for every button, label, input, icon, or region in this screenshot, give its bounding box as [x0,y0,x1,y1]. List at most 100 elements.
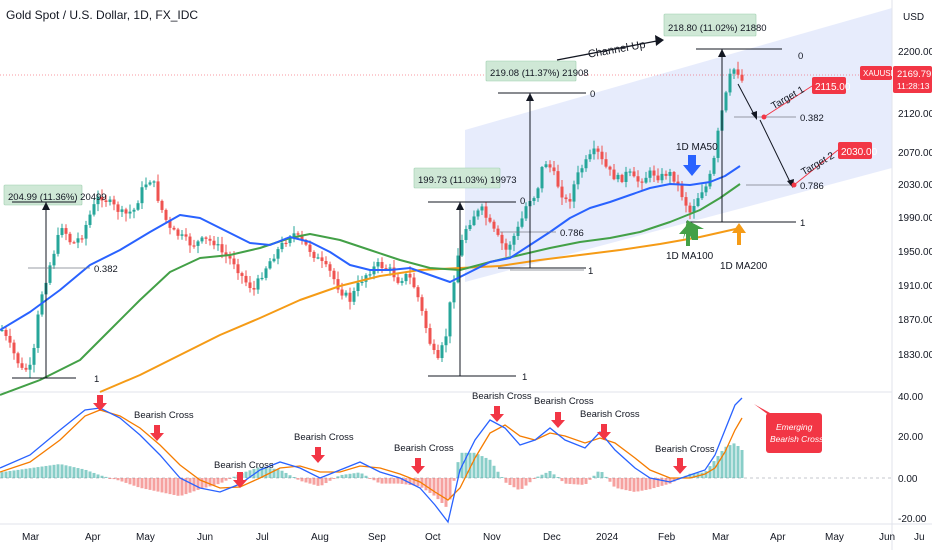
histogram-bar [552,474,556,478]
move-label-3 [485,60,577,82]
time-axis: Mar Apr May Jun Jul Aug Sep Oct Nov Dec … [22,532,925,543]
histogram-bar [356,472,360,478]
histogram-bar [52,464,56,478]
candle-body [332,270,336,280]
price-axis-currency: USD [903,12,924,23]
candle-body [24,367,28,370]
candle-body [20,363,24,368]
candle-body [576,172,580,185]
histogram-bar [176,478,180,496]
candle-body [288,237,292,244]
candle-body [508,244,512,250]
candle-body [496,228,500,235]
candle-body [504,243,508,250]
candle-body [292,233,296,238]
histogram-bar [24,468,28,478]
candle-body [176,229,180,236]
histogram-bar [308,478,312,484]
histogram-bar [568,478,572,484]
histogram-bar [212,478,216,486]
candle-body [68,233,72,243]
candle-body [560,186,564,198]
histogram-bar [712,461,716,478]
histogram-bar [364,475,368,478]
candle-body [236,264,240,274]
candle-body [256,278,260,290]
histogram-bar [392,478,396,484]
candle-body [692,206,696,213]
target-path-2 [759,119,793,187]
candle-body [88,214,92,225]
candle-body [436,350,440,359]
candle-body [480,206,484,211]
fib-label-1: 1 [94,374,99,385]
emerging-pointer [754,404,770,416]
histogram-bar [16,469,20,478]
histogram-bar [172,478,176,495]
candle-body [172,227,176,230]
candle-body [112,199,116,205]
histogram-bar [456,462,460,478]
candle-body [580,168,584,173]
histogram-bar [336,476,340,478]
candle-body [316,257,320,259]
candle-body [548,164,552,168]
histogram-bar [516,478,520,490]
candle-body [708,173,712,187]
histogram-bar [440,478,444,503]
histogram-bar [8,471,12,478]
bearish-cross-arrow [411,458,425,474]
bearish-cross-label: Bearish Cross [655,444,715,455]
bearish-cross-arrow [233,472,247,488]
histogram-bar [584,478,588,484]
ma200-line [99,227,741,393]
histogram-bar [544,472,548,478]
histogram-bar [464,452,468,478]
ma200-arrow [732,223,746,245]
candle-body [352,291,356,302]
fib-label-0b: 0 [520,196,525,207]
bearish-cross-arrow [551,412,565,428]
histogram-bar [504,478,508,483]
bearish-cross-label: Bearish Cross [214,460,274,471]
candle-body [84,224,88,239]
histogram-bar [104,476,108,478]
histogram-bar [224,478,228,481]
histogram-bar [620,478,624,490]
histogram-bar [100,475,104,478]
candle-body [200,237,204,242]
candle-body [216,244,220,246]
price-tick: 1910.00 [898,281,932,292]
histogram-bar [660,478,664,486]
histogram-bar [48,465,52,478]
candle-body [600,151,604,160]
time-tick: Ju [914,532,925,543]
histogram-bar [376,478,380,483]
osc-tick: 0.00 [898,474,918,485]
candle-body [628,171,632,173]
time-tick: May [825,532,844,543]
candle-body [660,173,664,181]
candle-body [212,240,216,246]
fib-label-1c: 1 [522,372,527,383]
candle-body [272,258,276,262]
candle-body [224,252,228,257]
candle-body [492,221,496,229]
candle-body [300,234,304,241]
candle-body [668,171,672,176]
histogram-bar [112,478,116,480]
candle-body [260,277,264,280]
candle-body [104,200,108,202]
candle-body [712,157,716,174]
bearish-cross-label: Bearish Cross [580,409,640,420]
histogram-bar [64,465,68,478]
histogram-bar [368,478,372,479]
candle-body [412,277,416,288]
histogram-bar [156,478,160,492]
candle-body [656,175,660,181]
bearish-cross-label: Bearish Cross [394,443,454,454]
candle-body [36,314,40,348]
bearish-cross-arrow [150,425,164,441]
candle-body [72,242,76,244]
